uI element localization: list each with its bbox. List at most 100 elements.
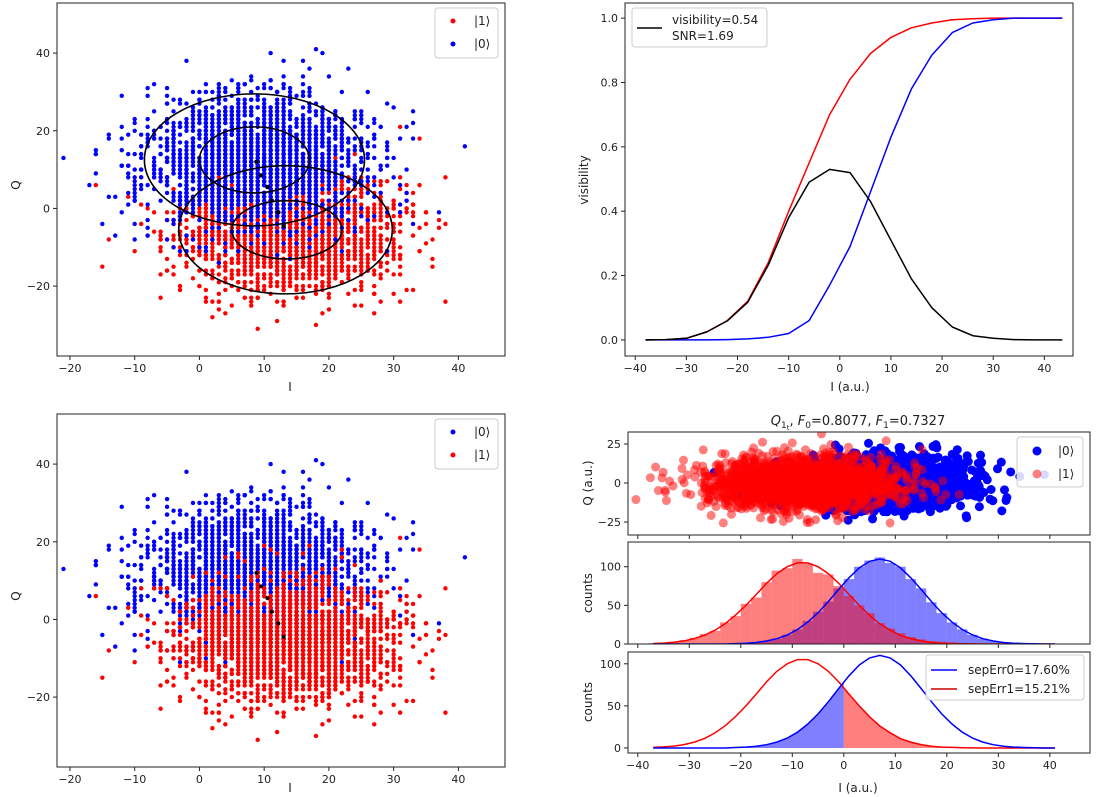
sigma-ellipse xyxy=(177,164,394,295)
point-state0 xyxy=(236,202,241,207)
point-state0 xyxy=(223,213,228,219)
point-state1 xyxy=(294,252,299,258)
point-state0 xyxy=(236,120,241,126)
point-state0 xyxy=(378,163,383,168)
point-state0 xyxy=(300,186,306,192)
point-state0 xyxy=(274,175,280,180)
point-state0 xyxy=(223,116,228,122)
point-state1 xyxy=(346,256,351,262)
point-state0 xyxy=(171,171,176,176)
point-state0 xyxy=(313,124,319,130)
point-state1 xyxy=(236,210,241,215)
point-state1 xyxy=(197,283,202,289)
point-state1 xyxy=(274,268,280,273)
point-state0 xyxy=(249,136,254,141)
point-state0 xyxy=(132,190,137,196)
point-state0 xyxy=(184,144,189,149)
point-state0 xyxy=(294,229,299,234)
point-state0 xyxy=(216,202,222,207)
point-state1 xyxy=(365,229,370,234)
point-state1 xyxy=(236,245,241,250)
point-state0 xyxy=(164,101,170,106)
point-state0 xyxy=(281,101,286,106)
point-state0 xyxy=(223,85,228,91)
point-state1 xyxy=(132,248,137,254)
point-state1 xyxy=(249,233,254,238)
point-state0 xyxy=(320,116,325,122)
point-state1 xyxy=(384,252,390,258)
point-state0 xyxy=(255,206,260,211)
point-state0 xyxy=(300,81,306,87)
point-state0 xyxy=(287,151,293,157)
point-state0 xyxy=(216,171,222,176)
point-state0 xyxy=(184,147,189,153)
point-state0 xyxy=(255,531,260,537)
point-state1 xyxy=(281,229,286,234)
point-state1 xyxy=(249,272,254,277)
point-state0 xyxy=(287,116,293,122)
point-state0 xyxy=(255,225,260,231)
point-state0 xyxy=(300,93,306,99)
point-state1 xyxy=(268,260,273,265)
point-state1 xyxy=(443,175,448,180)
point-state1 xyxy=(300,237,306,242)
point-state1 xyxy=(261,233,267,238)
point-state0 xyxy=(268,159,273,165)
point-state1 xyxy=(320,311,325,316)
point-state1 xyxy=(307,283,312,289)
point-state1 xyxy=(378,248,383,254)
point-state0 xyxy=(203,151,209,157)
point-state0 xyxy=(294,144,299,149)
point-state0 xyxy=(242,81,247,87)
point-state0 xyxy=(307,66,312,71)
point-state1 xyxy=(203,256,209,262)
point-state1 xyxy=(326,190,332,196)
point-state0 xyxy=(255,186,260,192)
point-state0 xyxy=(397,136,403,141)
point-state0 xyxy=(184,163,189,168)
point-state0 xyxy=(177,163,183,168)
point-state0 xyxy=(223,210,228,215)
point-state1 xyxy=(346,186,351,192)
point-state0 xyxy=(281,213,286,219)
point-state0 xyxy=(210,237,215,242)
point-state1 xyxy=(255,280,260,285)
point-state1 xyxy=(223,264,228,269)
point-state1 xyxy=(365,206,370,211)
point-state0 xyxy=(287,233,293,238)
point-state0 xyxy=(132,167,137,172)
point-state1 xyxy=(397,299,403,304)
point-state1 xyxy=(177,252,183,258)
point-state0 xyxy=(184,175,189,180)
point-state0 xyxy=(287,159,293,165)
point-state1 xyxy=(294,264,299,269)
point-state1 xyxy=(404,210,409,215)
point-state1 xyxy=(300,260,306,265)
point-state1 xyxy=(333,276,338,281)
point-state0 xyxy=(307,190,312,196)
point-state1 xyxy=(365,260,370,265)
point-state1 xyxy=(436,225,442,231)
point-state1 xyxy=(346,210,351,215)
point-state0 xyxy=(236,116,241,122)
point-state0 xyxy=(320,132,325,137)
point-state0 xyxy=(229,206,234,211)
point-state0 xyxy=(410,547,416,552)
point-state0 xyxy=(307,179,312,184)
point-state0 xyxy=(229,198,234,203)
point-state1 xyxy=(268,245,273,250)
point-state0 xyxy=(339,206,345,211)
point-state0 xyxy=(210,89,215,95)
point-state0 xyxy=(300,132,306,137)
point-state1 xyxy=(320,241,325,246)
point-state0 xyxy=(249,78,254,83)
point-state0 xyxy=(242,516,247,521)
point-state0 xyxy=(216,159,222,165)
point-state0 xyxy=(210,105,215,110)
point-state0 xyxy=(197,527,202,533)
point-state1 xyxy=(126,194,131,199)
point-state0 xyxy=(242,109,247,114)
point-state1 xyxy=(365,233,370,238)
iq-scatter-top-plot-area xyxy=(61,47,468,332)
point-state1 xyxy=(300,283,306,289)
